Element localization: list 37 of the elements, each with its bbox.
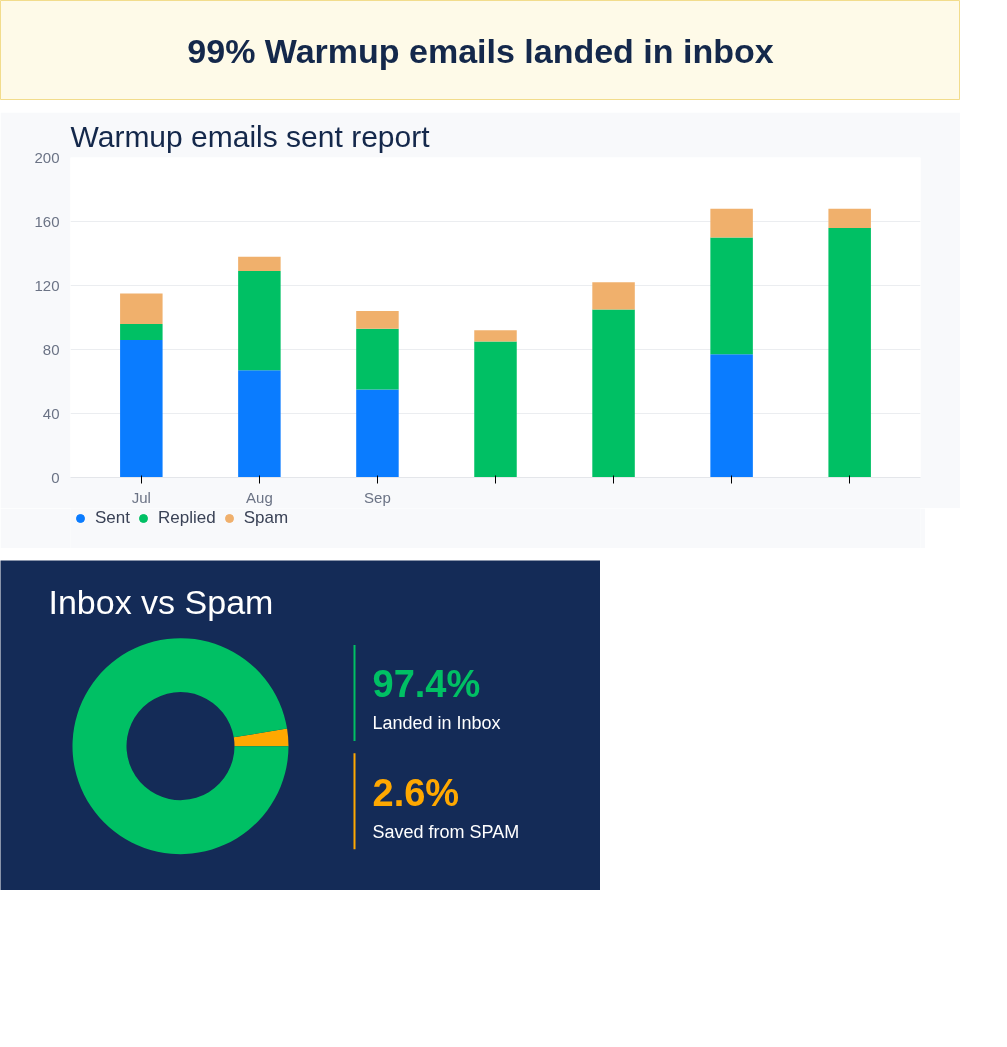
legend-label: Sent xyxy=(95,508,130,528)
x-tick-label: Aug xyxy=(246,488,273,506)
bar xyxy=(828,208,871,228)
bar xyxy=(238,271,281,371)
bar xyxy=(356,389,399,478)
y-tick-label: 160 xyxy=(34,212,60,230)
bar xyxy=(474,341,517,478)
bar xyxy=(238,370,281,478)
bar xyxy=(828,227,871,478)
slice-label: Saved from SPAM xyxy=(372,821,520,842)
y-tick-label: 120 xyxy=(34,276,60,294)
bar xyxy=(356,311,399,329)
legend-label: Replied xyxy=(157,508,216,528)
x-tick-label: Jul xyxy=(131,488,151,506)
bar xyxy=(592,309,635,478)
bar xyxy=(592,282,635,310)
text: 99% Warmup emails landed in inbox xyxy=(187,31,774,70)
data-label: 97.4% xyxy=(372,663,481,706)
bar xyxy=(710,208,753,238)
y-tick-label: 0 xyxy=(51,468,60,486)
bar xyxy=(238,256,281,272)
y-tick-label: 80 xyxy=(42,340,60,358)
bar xyxy=(710,354,753,478)
data-label: 2.6% xyxy=(372,771,460,814)
legend-label: Spam xyxy=(243,508,289,528)
bar xyxy=(120,339,163,478)
bar xyxy=(120,323,163,340)
bar xyxy=(710,237,753,355)
slice-label: Landed in Inbox xyxy=(372,713,501,734)
chart-title: Inbox vs Spam xyxy=(48,582,274,621)
chart-title: Warmup emails sent report xyxy=(70,119,431,153)
x-tick-label: Sep xyxy=(364,488,391,506)
bar xyxy=(120,293,163,324)
bar xyxy=(474,330,517,342)
bar xyxy=(356,328,399,390)
y-tick-label: 200 xyxy=(34,148,60,166)
y-tick-label: 40 xyxy=(42,404,60,422)
